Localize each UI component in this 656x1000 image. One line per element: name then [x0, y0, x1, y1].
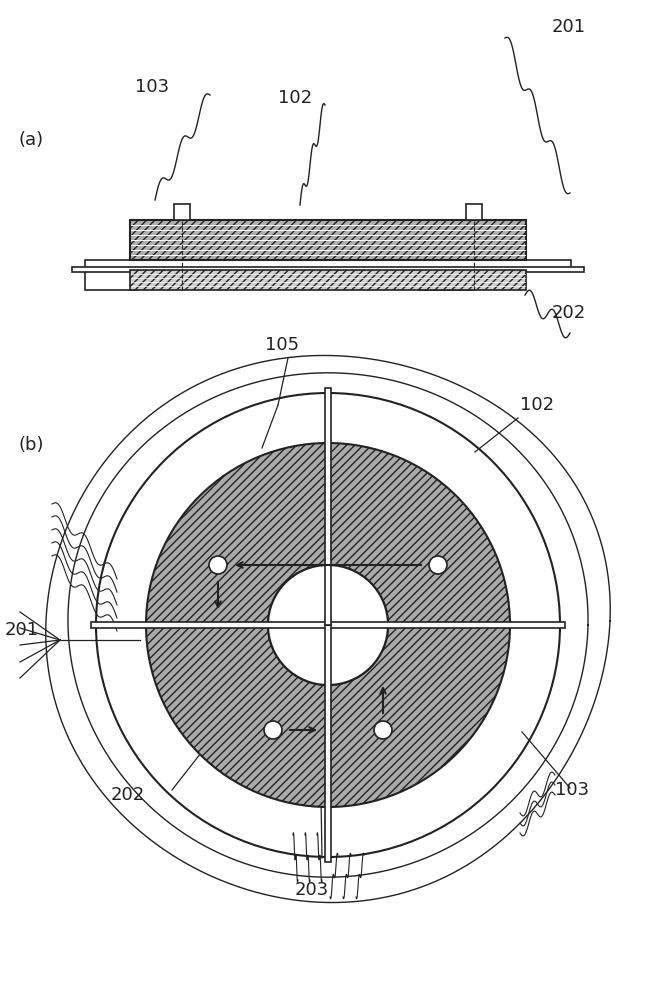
Text: 105: 105 — [265, 336, 299, 354]
Text: 103: 103 — [135, 78, 169, 96]
Bar — [85, 260, 571, 270]
Text: (a): (a) — [18, 131, 43, 149]
Bar — [174, 204, 190, 220]
Circle shape — [374, 721, 392, 739]
Bar — [85, 270, 137, 290]
Bar — [130, 270, 526, 290]
Text: 103: 103 — [555, 781, 589, 799]
Text: (b): (b) — [18, 436, 43, 454]
Bar — [130, 220, 526, 260]
Bar — [91, 622, 565, 628]
Circle shape — [264, 721, 282, 739]
Text: 201: 201 — [552, 18, 586, 36]
Text: 202: 202 — [111, 786, 145, 804]
Text: 102: 102 — [520, 396, 554, 414]
Circle shape — [429, 556, 447, 574]
Bar — [420, 270, 472, 290]
Text: 203: 203 — [295, 881, 329, 899]
Text: 202: 202 — [552, 304, 586, 322]
Bar — [466, 204, 482, 220]
Bar — [72, 266, 584, 272]
Text: 201: 201 — [5, 621, 39, 639]
Bar — [325, 388, 331, 625]
Bar — [325, 625, 331, 862]
Text: 102: 102 — [278, 89, 312, 107]
Circle shape — [268, 565, 388, 685]
Circle shape — [209, 556, 227, 574]
